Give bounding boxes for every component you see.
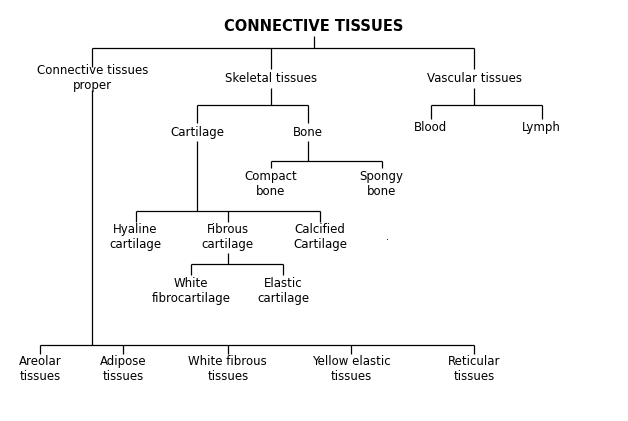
Text: Calcified
Cartilage: Calcified Cartilage [293,223,347,251]
Text: CONNECTIVE TISSUES: CONNECTIVE TISSUES [224,19,404,35]
Text: Spongy
bone: Spongy bone [360,170,404,198]
Text: Cartilage: Cartilage [170,125,224,139]
Text: Bone: Bone [293,125,323,139]
Text: Reticular
tissues: Reticular tissues [448,355,501,384]
Text: Fibrous
cartilage: Fibrous cartilage [202,223,254,251]
Text: Yellow elastic
tissues: Yellow elastic tissues [311,355,390,384]
Text: Lymph: Lymph [522,122,561,134]
Text: Skeletal tissues: Skeletal tissues [225,72,317,85]
Text: White fibrous
tissues: White fibrous tissues [188,355,267,384]
Text: Hyaline
cartilage: Hyaline cartilage [109,223,161,251]
Text: .: . [386,232,389,242]
Text: Compact
bone: Compact bone [244,170,297,198]
Text: Adipose
tissues: Adipose tissues [100,355,146,384]
Text: Connective tissues
proper: Connective tissues proper [37,64,148,93]
Text: White
fibrocartilage: White fibrocartilage [151,277,230,305]
Text: Elastic
cartilage: Elastic cartilage [257,277,310,305]
Text: Vascular tissues: Vascular tissues [426,72,521,85]
Text: Areolar
tissues: Areolar tissues [19,355,62,384]
Text: Blood: Blood [414,122,448,134]
